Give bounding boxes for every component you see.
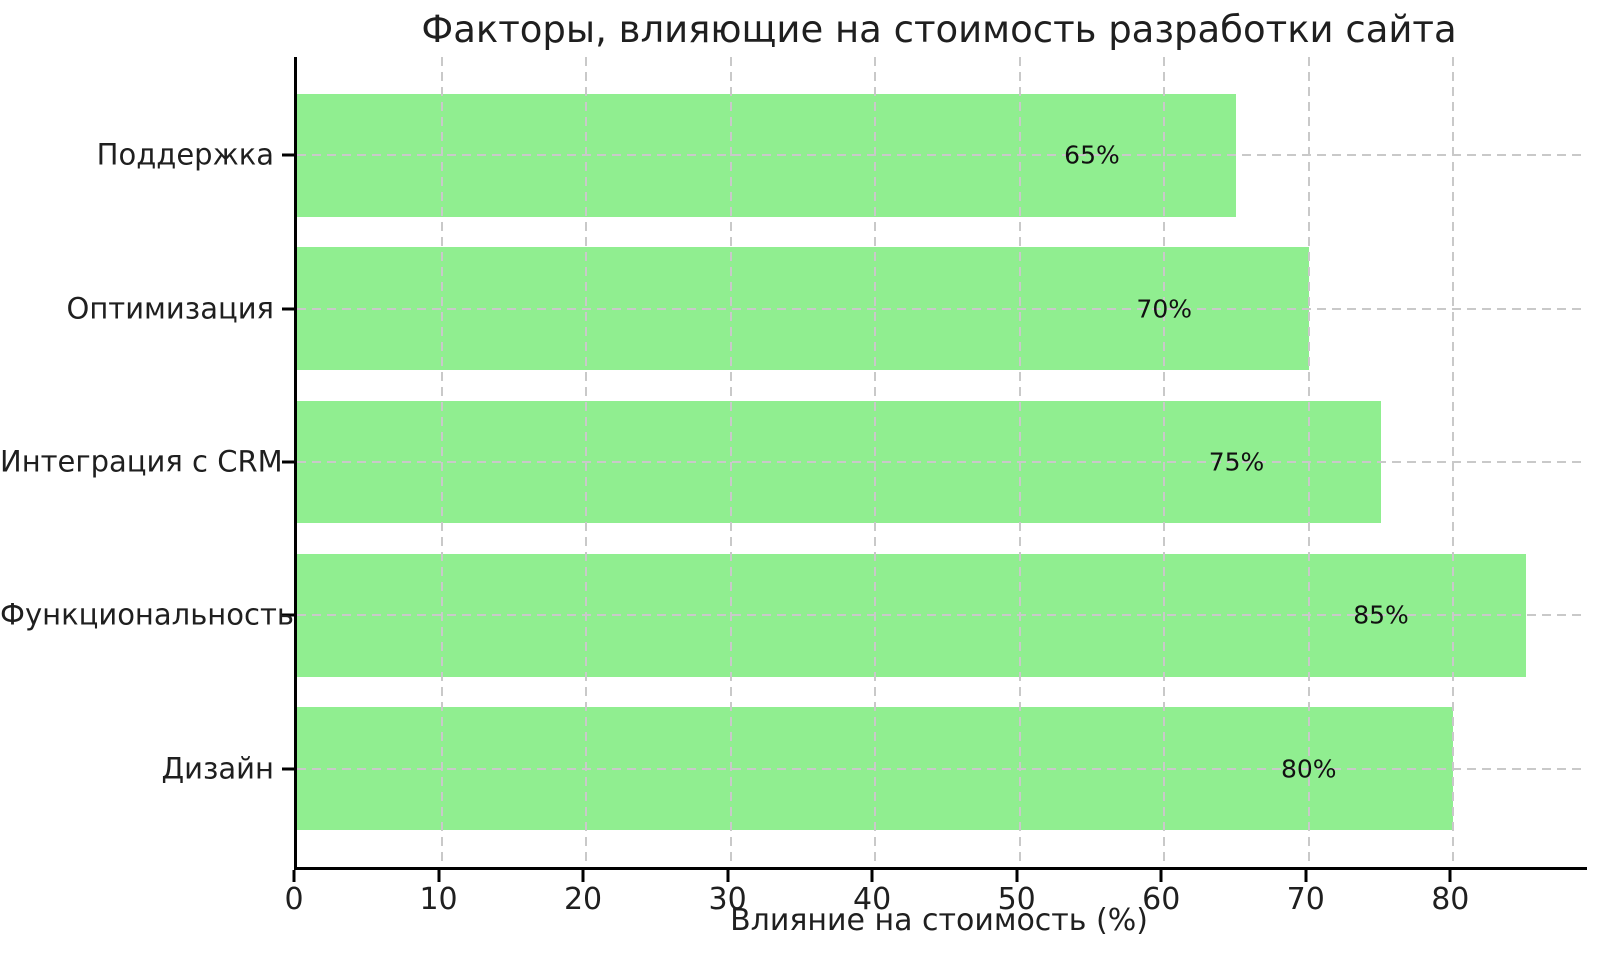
x-tick-mark <box>437 870 441 882</box>
x-tick-label: 30 <box>708 882 747 917</box>
gridline-vertical <box>874 57 877 867</box>
y-tick-label: Функциональность <box>0 597 294 632</box>
y-tick-mark <box>282 460 294 464</box>
gridline-vertical <box>1163 57 1166 867</box>
gridline-vertical <box>1018 57 1021 867</box>
x-tick-mark <box>1015 870 1019 882</box>
x-tick-mark <box>870 870 874 882</box>
y-tick-label: Дизайн <box>161 751 274 786</box>
bar-value-label: 65% <box>1064 140 1120 170</box>
bar-value-label: 75% <box>1208 447 1265 477</box>
y-tick-label: Интеграция с CRM <box>0 444 283 479</box>
gridline-horizontal <box>297 767 1587 770</box>
gridline-vertical <box>729 57 732 867</box>
x-tick-mark <box>1448 870 1452 882</box>
x-tick-mark <box>1159 870 1163 882</box>
bar-value-label: 80% <box>1280 754 1337 784</box>
gridline-horizontal <box>297 154 1587 157</box>
x-tick-mark <box>292 870 296 882</box>
plot-area: 65% 70% 75% 85% 80% <box>294 57 1587 870</box>
chart-title: Факторы, влияющие на стоимость разработк… <box>421 8 1457 51</box>
x-tick-mark <box>726 870 730 882</box>
gridline-vertical <box>585 57 588 867</box>
x-tick-label: 10 <box>419 882 458 917</box>
y-tick-mark <box>282 767 294 771</box>
x-tick-label: 40 <box>853 882 892 917</box>
y-tick-mark <box>282 153 294 157</box>
bar-value-label: 70% <box>1136 294 1193 324</box>
x-tick-label: 60 <box>1142 882 1181 917</box>
gridline-horizontal <box>297 614 1587 617</box>
x-tick-label: 80 <box>1431 882 1470 917</box>
x-tick-mark <box>581 870 585 882</box>
x-tick-label: 0 <box>284 882 304 917</box>
gridline-vertical <box>440 57 443 867</box>
x-tick-label: 50 <box>997 882 1036 917</box>
bar-value-label: 85% <box>1353 600 1409 630</box>
gridline-horizontal <box>297 307 1587 310</box>
x-axis-label: Влияние на стоимость (%) <box>730 903 1148 938</box>
y-tick-label: Оптимизация <box>66 290 274 325</box>
x-tick-mark <box>1304 870 1308 882</box>
gridline-horizontal <box>297 461 1587 463</box>
y-tick-label: Поддержка <box>96 137 274 172</box>
y-tick-mark <box>282 613 294 617</box>
x-tick-label: 20 <box>563 882 603 917</box>
x-tick-label: 70 <box>1286 882 1325 917</box>
gridline-vertical <box>1307 57 1310 867</box>
y-tick-mark <box>282 307 294 311</box>
gridline-vertical <box>1452 57 1455 867</box>
